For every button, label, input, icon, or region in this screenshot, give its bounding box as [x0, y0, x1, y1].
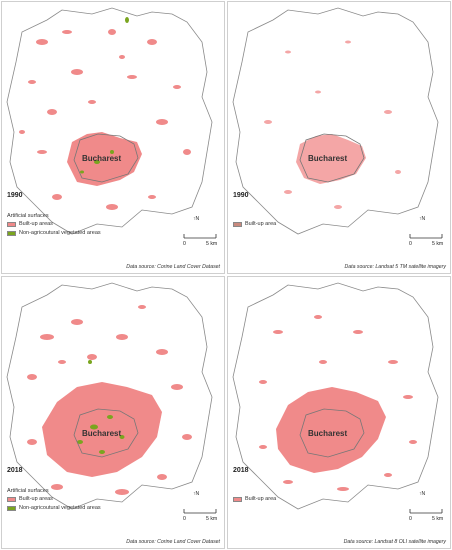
scale-bar	[183, 234, 217, 239]
city-boundary	[73, 408, 139, 458]
legend-swatch	[7, 505, 16, 511]
scale-bar	[183, 509, 217, 514]
legend-item-built-up: Built-up areas	[7, 496, 53, 502]
scale-zero: 0	[409, 241, 412, 247]
year-label: 2018	[7, 467, 23, 474]
city-boundary	[299, 408, 365, 458]
scale-zero: 0	[409, 516, 412, 522]
legend-item-vegetated: Non-agricoutural vegetated areas	[7, 505, 101, 511]
legend-swatch	[7, 496, 16, 502]
map-panel-1990-corine: Bucharest 1990 Artificial surfaces Built…	[1, 1, 225, 274]
year-label: 2018	[233, 467, 249, 474]
scale-bar	[409, 509, 443, 514]
map-panel-2018-corine: Bucharest 2018 Artificial surfaces Built…	[1, 276, 225, 549]
legend-swatch	[7, 230, 16, 236]
legend-swatch	[233, 496, 242, 502]
scale-bar	[409, 234, 443, 239]
data-source: Data source: Corine Land Cover Dataset	[126, 264, 220, 270]
map-panel-1990-landsat: Bucharest 1990 Built-up area ↑N 0 5 km D…	[227, 1, 451, 274]
year-label: 1990	[233, 192, 249, 199]
legend-swatch	[7, 221, 16, 227]
scale-end: 5 km	[206, 241, 218, 247]
map-2018-landsat: Bucharest	[232, 282, 439, 510]
built-up-patches	[259, 315, 417, 491]
vegetated-patches	[77, 360, 125, 454]
legend-item-built-up: Built-up area	[233, 221, 276, 227]
map-1990-corine: Bucharest	[6, 7, 213, 235]
scale-zero: 0	[183, 241, 186, 247]
built-up-patches	[27, 305, 192, 495]
map-2018-corine: Bucharest	[6, 282, 213, 510]
data-source: Data source: Landsat 5 TM satellite imag…	[344, 264, 447, 270]
legend-item-built-up: Built-up area	[233, 496, 276, 502]
year-label: 1990	[7, 192, 23, 199]
city-label: Bucharest	[308, 429, 347, 438]
map-1990-landsat: Bucharest	[232, 7, 439, 235]
city-label: Bucharest	[82, 429, 121, 438]
city-boundary	[73, 133, 139, 183]
data-source: Data source: Landsat 8 OLI satellite ima…	[343, 539, 446, 545]
scale-end: 5 km	[432, 516, 444, 522]
study-area-outline	[232, 7, 439, 235]
north-arrow-icon: ↑N	[419, 491, 426, 497]
north-arrow-icon: ↑N	[193, 216, 200, 222]
scale-zero: 0	[183, 516, 186, 522]
city-label: Bucharest	[82, 154, 121, 163]
north-arrow-icon: ↑N	[419, 216, 426, 222]
scale-end: 5 km	[432, 241, 444, 247]
legend-title: Artificial surfaces	[7, 488, 49, 494]
legend-title: Artificial surfaces	[7, 213, 49, 219]
scale-end: 5 km	[206, 516, 218, 522]
legend-item-built-up: Built-up areas	[7, 221, 53, 227]
legend-item-vegetated: Non-agricoutural vegetated areas	[7, 230, 101, 236]
data-source: Data source: Corine Land Cover Dataset	[126, 539, 220, 545]
legend-swatch	[233, 221, 242, 227]
map-panel-2018-landsat: Bucharest 2018 Built-up area ↑N 0 5 km D…	[227, 276, 451, 549]
city-label: Bucharest	[308, 154, 347, 163]
city-boundary	[299, 133, 365, 183]
built-up-patches	[19, 29, 191, 210]
vegetated-patches	[80, 17, 129, 174]
study-area-outline	[6, 7, 213, 235]
north-arrow-icon: ↑N	[193, 491, 200, 497]
built-up-patches	[264, 40, 401, 209]
